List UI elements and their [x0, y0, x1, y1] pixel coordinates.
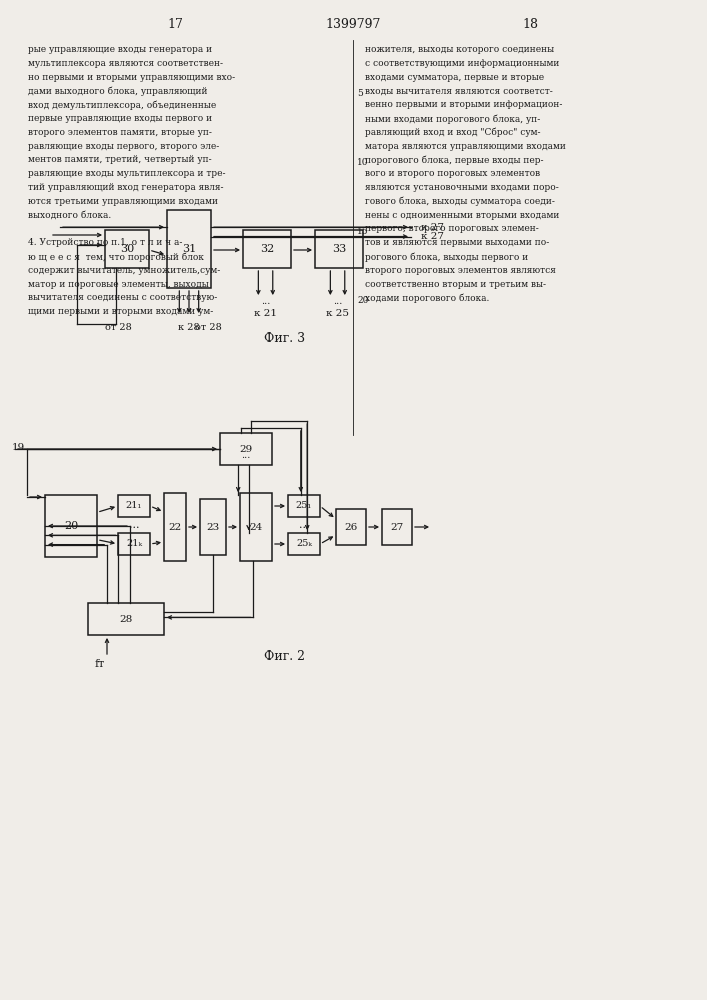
Text: тий управляющий вход генератора явля-: тий управляющий вход генератора явля-: [28, 183, 223, 192]
Text: от 28: от 28: [105, 322, 132, 332]
Text: нены с одноименными вторыми входами: нены с одноименными вторыми входами: [365, 211, 559, 220]
Text: 20: 20: [64, 521, 78, 531]
Text: 15: 15: [357, 227, 368, 236]
Text: гового блока, выходы сумматора соеди-: гового блока, выходы сумматора соеди-: [365, 197, 555, 206]
Text: но первыми и вторыми управляющими вхо-: но первыми и вторыми управляющими вхо-: [28, 73, 235, 82]
Text: рогового блока, выходы первого и: рогового блока, выходы первого и: [365, 252, 528, 261]
Text: 17: 17: [167, 18, 183, 31]
Text: 21ₖ: 21ₖ: [126, 540, 142, 548]
FancyBboxPatch shape: [220, 433, 272, 465]
Text: вычитателя соединены с соответствую-: вычитателя соединены с соответствую-: [28, 293, 217, 302]
Text: fт: fт: [94, 659, 105, 669]
FancyBboxPatch shape: [45, 495, 97, 557]
Text: от 28: от 28: [195, 322, 222, 332]
Text: к 27: к 27: [421, 223, 444, 232]
Text: вход демультиплексора, объединенные: вход демультиплексора, объединенные: [28, 100, 216, 110]
Text: тов и являются первыми выходами по-: тов и являются первыми выходами по-: [365, 238, 549, 247]
FancyBboxPatch shape: [164, 493, 186, 561]
Text: 20: 20: [357, 296, 368, 305]
Text: 22: 22: [168, 522, 182, 532]
Text: первые управляющие входы первого и: первые управляющие входы первого и: [28, 114, 212, 123]
Text: 32: 32: [260, 244, 274, 254]
Text: ными входами порогового блока, уп-: ными входами порогового блока, уп-: [365, 114, 540, 123]
Text: к 28: к 28: [178, 322, 200, 332]
FancyBboxPatch shape: [105, 230, 149, 268]
FancyBboxPatch shape: [243, 230, 291, 268]
Text: соответственно вторым и третьим вы-: соответственно вторым и третьим вы-: [365, 280, 546, 289]
FancyBboxPatch shape: [118, 495, 150, 517]
Text: являются установочными входами поро-: являются установочными входами поро-: [365, 183, 559, 192]
Text: 4. Устройство по п.1, о т л и ч а-: 4. Устройство по п.1, о т л и ч а-: [28, 238, 182, 247]
Text: 27: 27: [390, 522, 404, 532]
Text: дами выходного блока, управляющий: дами выходного блока, управляющий: [28, 86, 207, 96]
Text: равляющий вход и вход "Сброс" сум-: равляющий вход и вход "Сброс" сум-: [365, 128, 540, 137]
Text: щими первыми и вторыми входами ум-: щими первыми и вторыми входами ум-: [28, 307, 214, 316]
Text: ...: ...: [241, 451, 251, 460]
Text: ю щ е е с я  тем, что пороговый блок: ю щ е е с я тем, что пороговый блок: [28, 252, 204, 261]
Text: 21₁: 21₁: [126, 502, 142, 510]
Text: второго элементов памяти, вторые уп-: второго элементов памяти, вторые уп-: [28, 128, 212, 137]
FancyBboxPatch shape: [288, 533, 320, 555]
Text: с соответствующими информационными: с соответствующими информационными: [365, 59, 559, 68]
Text: ходами порогового блока.: ходами порогового блока.: [365, 293, 489, 303]
Text: вого и второго пороговых элементов: вого и второго пороговых элементов: [365, 169, 540, 178]
Text: первого, второго пороговых элемен-: первого, второго пороговых элемен-: [365, 224, 539, 233]
Text: 23: 23: [206, 522, 220, 532]
FancyBboxPatch shape: [240, 493, 272, 561]
FancyBboxPatch shape: [200, 499, 226, 555]
Text: 18: 18: [522, 18, 538, 31]
Text: матора являются управляющими входами: матора являются управляющими входами: [365, 142, 566, 151]
Text: 28: 28: [119, 614, 133, 624]
FancyBboxPatch shape: [382, 509, 412, 545]
Text: 25₁: 25₁: [296, 502, 312, 510]
Text: второго пороговых элементов являются: второго пороговых элементов являются: [365, 266, 556, 275]
Text: порогового блока, первые входы пер-: порогового блока, первые входы пер-: [365, 155, 544, 165]
Text: содержит вычитатель, умножитель,сум-: содержит вычитатель, умножитель,сум-: [28, 266, 221, 275]
Text: к 21: к 21: [254, 310, 277, 318]
Text: 30: 30: [120, 244, 134, 254]
Text: ...: ...: [261, 298, 270, 306]
Text: к 27: к 27: [421, 232, 444, 241]
Text: выходного блока.: выходного блока.: [28, 211, 111, 220]
Text: 25ₖ: 25ₖ: [296, 540, 312, 548]
Text: ...: ...: [129, 520, 139, 530]
FancyBboxPatch shape: [288, 495, 320, 517]
Text: 31: 31: [182, 244, 196, 254]
FancyBboxPatch shape: [118, 533, 150, 555]
FancyBboxPatch shape: [336, 509, 366, 545]
Text: к 25: к 25: [326, 310, 349, 318]
Text: 5: 5: [357, 89, 363, 98]
Text: 29: 29: [240, 444, 252, 454]
Text: мультиплексора являются соответствен-: мультиплексора являются соответствен-: [28, 59, 223, 68]
Text: 33: 33: [332, 244, 346, 254]
Text: 26: 26: [344, 522, 358, 532]
Text: равляющие входы первого, второго эле-: равляющие входы первого, второго эле-: [28, 142, 219, 151]
Text: матор и пороговые элементы, выходы: матор и пороговые элементы, выходы: [28, 280, 209, 289]
Text: 19: 19: [12, 442, 25, 452]
FancyBboxPatch shape: [88, 603, 164, 635]
Text: венно первыми и вторыми информацион-: венно первыми и вторыми информацион-: [365, 100, 562, 109]
Text: ментов памяти, третий, четвертый уп-: ментов памяти, третий, четвертый уп-: [28, 155, 211, 164]
Text: ...: ...: [333, 298, 342, 306]
Text: Фиг. 3: Фиг. 3: [264, 332, 305, 344]
Text: ...: ...: [299, 520, 309, 530]
Text: входы вычитателя являются соответст-: входы вычитателя являются соответст-: [365, 86, 553, 95]
FancyBboxPatch shape: [167, 210, 211, 288]
Text: 1399797: 1399797: [325, 18, 380, 31]
Text: ножителя, выходы которого соединены: ножителя, выходы которого соединены: [365, 45, 554, 54]
Text: 10: 10: [357, 158, 368, 167]
Text: 24: 24: [250, 522, 262, 532]
Text: Фиг. 2: Фиг. 2: [264, 650, 305, 664]
Text: входами сумматора, первые и вторые: входами сумматора, первые и вторые: [365, 73, 544, 82]
FancyBboxPatch shape: [315, 230, 363, 268]
Text: рые управляющие входы генератора и: рые управляющие входы генератора и: [28, 45, 212, 54]
Text: равляющие входы мультиплексора и тре-: равляющие входы мультиплексора и тре-: [28, 169, 226, 178]
Text: ются третьими управляющими входами: ются третьими управляющими входами: [28, 197, 218, 206]
